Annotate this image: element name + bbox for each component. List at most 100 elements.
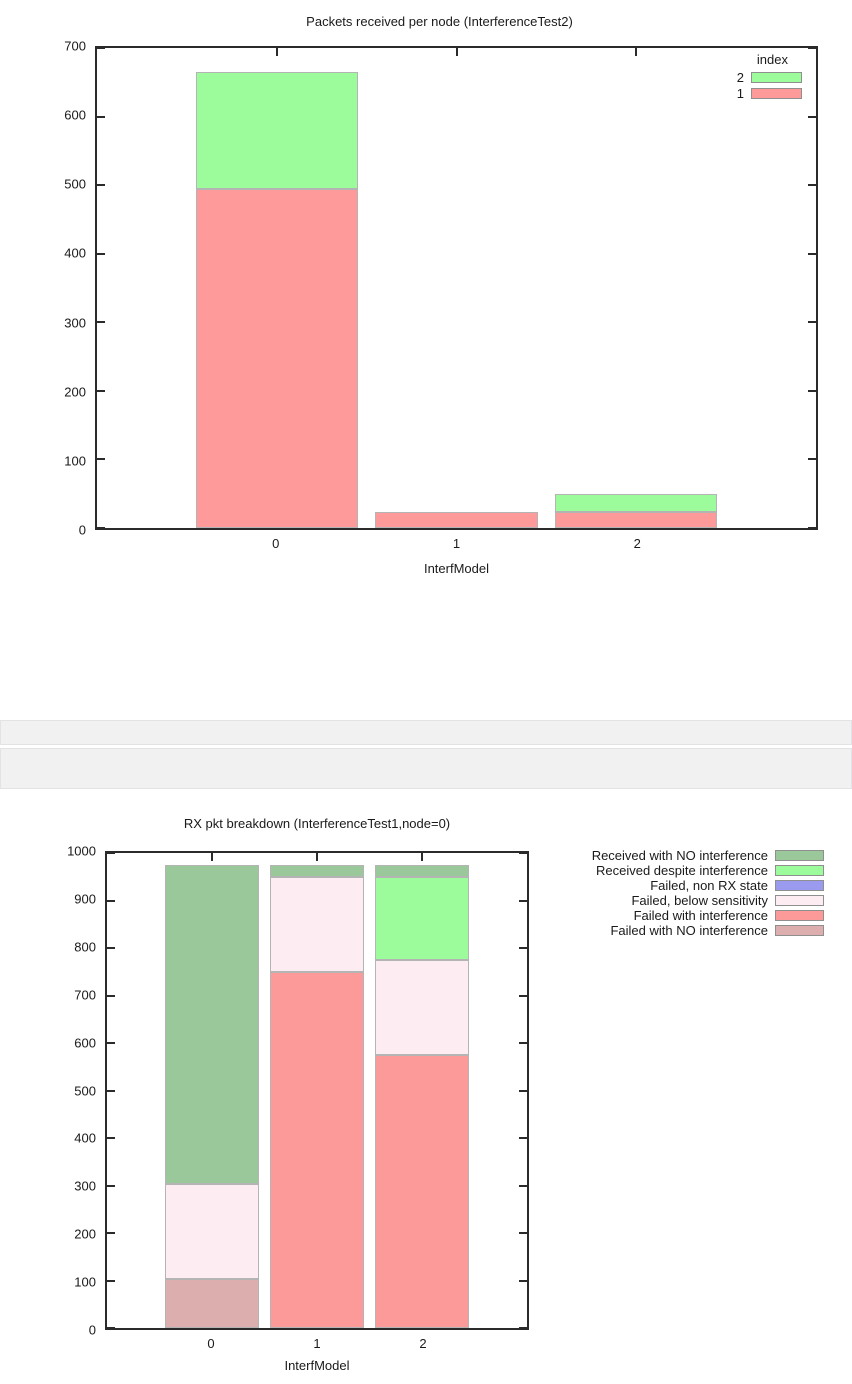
x-tick-mark <box>316 853 318 861</box>
legend-swatch <box>751 71 802 83</box>
y-tick-label: 400 <box>64 245 86 261</box>
x-axis-tick-labels: 0 1 2 <box>105 1337 529 1353</box>
legend-entry: 2 <box>737 69 802 85</box>
y-tick-mark <box>107 1089 115 1092</box>
bar-segment <box>555 493 718 513</box>
legend-swatch <box>775 865 824 876</box>
stacked-bar <box>269 853 365 1328</box>
bar-segment <box>164 1279 260 1328</box>
legend-label: 2 <box>736 69 744 85</box>
bar-segment <box>374 876 470 960</box>
bar-segment <box>374 959 470 1055</box>
y-tick-label: 400 <box>74 1130 96 1146</box>
legend-swatch <box>775 895 824 906</box>
y-tick-mark <box>519 899 527 902</box>
y-tick-mark <box>519 1137 527 1139</box>
y-tick-mark <box>97 115 105 118</box>
y-tick-mark <box>519 994 527 997</box>
x-tick-label: 0 <box>207 1336 215 1351</box>
y-tick-mark <box>107 1327 115 1329</box>
y-tick-mark <box>107 1042 115 1044</box>
y-axis-tick-labels: 0 100 200 300 400 500 600 700 800 900 1000 <box>0 845 96 1337</box>
bar-segment <box>269 971 365 1328</box>
y-tick-label: 0 <box>88 1322 96 1338</box>
legend-label: Failed with NO interference <box>610 923 768 938</box>
empty-panel-row <box>0 748 852 789</box>
y-tick-mark <box>97 527 105 529</box>
y-tick-mark <box>97 458 105 461</box>
legend-entry: Failed, non RX state <box>592 878 824 893</box>
legend: Received with NO interference Received de… <box>592 848 824 938</box>
stacked-bar <box>195 48 358 528</box>
y-tick-label: 800 <box>74 939 96 955</box>
plot-area <box>95 46 818 530</box>
y-tick-label: 300 <box>64 315 86 331</box>
stacked-bar <box>375 48 538 528</box>
y-tick-mark <box>107 852 115 854</box>
y-tick-mark <box>808 252 816 255</box>
legend-entry: Failed, below sensitivity <box>592 893 824 908</box>
legend-label: Received with NO interference <box>591 848 768 863</box>
y-tick-label: 700 <box>74 987 96 1003</box>
legend-swatch <box>775 880 824 891</box>
empty-panel-row <box>0 720 852 745</box>
y-tick-mark <box>97 252 105 255</box>
bar-segment <box>375 512 538 528</box>
bar-segment <box>164 1184 260 1280</box>
plot-area <box>105 851 529 1330</box>
bar-segment <box>269 876 365 972</box>
y-tick-mark <box>808 115 816 118</box>
y-tick-mark <box>519 1232 527 1234</box>
x-axis-label: InterfModel <box>423 561 490 576</box>
y-tick-mark <box>519 1089 527 1092</box>
legend-label: 1 <box>736 85 744 101</box>
y-tick-label: 200 <box>64 384 86 400</box>
stacked-bar <box>555 48 718 528</box>
y-tick-mark <box>808 47 816 49</box>
y-axis-tick-labels: 0 100 200 300 400 500 600 700 <box>0 40 86 537</box>
y-tick-label: 100 <box>64 453 86 469</box>
x-tick-mark <box>421 853 423 861</box>
legend-entry: Received despite interference <box>592 863 824 878</box>
stacked-bar <box>374 853 470 1328</box>
legend-swatch <box>775 910 824 921</box>
y-tick-label: 600 <box>74 1035 96 1051</box>
y-tick-mark <box>808 527 816 529</box>
legend-label: Failed, below sensitivity <box>631 893 768 908</box>
legend-entry: 1 <box>737 85 802 101</box>
x-tick-mark <box>211 853 213 861</box>
y-tick-label: 300 <box>74 1178 96 1194</box>
x-tick-label: 2 <box>419 1336 427 1351</box>
x-tick-mark <box>635 48 638 56</box>
legend-entry: Failed with NO interference <box>592 923 824 938</box>
y-tick-mark <box>107 994 115 997</box>
y-tick-mark <box>808 184 816 187</box>
y-tick-mark <box>107 1232 115 1234</box>
stacked-bar <box>164 853 260 1328</box>
y-tick-mark <box>808 321 816 324</box>
y-tick-mark <box>107 1184 115 1187</box>
y-tick-mark <box>519 1327 527 1329</box>
y-tick-mark <box>97 47 105 49</box>
y-tick-mark <box>107 1137 115 1139</box>
legend-entry: Received with NO interference <box>592 848 824 863</box>
x-tick-label: 1 <box>313 1336 321 1351</box>
y-tick-mark <box>107 1279 115 1282</box>
x-tick-label: 2 <box>633 536 641 551</box>
y-tick-label: 900 <box>74 891 96 907</box>
legend-title: index <box>756 52 788 67</box>
x-tick-label: 1 <box>452 536 461 551</box>
x-axis-label: InterfModel <box>284 1358 350 1373</box>
x-tick-label: 0 <box>272 536 280 551</box>
legend-entry: Failed with interference <box>592 908 824 923</box>
y-tick-label: 500 <box>74 1083 96 1098</box>
y-tick-label: 700 <box>64 38 86 54</box>
bar-segment <box>195 188 358 528</box>
y-tick-mark <box>97 389 105 392</box>
y-tick-mark <box>519 947 527 949</box>
y-tick-label: 200 <box>74 1226 96 1242</box>
chart-title: Packets received per node (InterferenceT… <box>306 14 573 29</box>
y-tick-mark <box>808 389 816 392</box>
bar-segment <box>269 864 365 877</box>
